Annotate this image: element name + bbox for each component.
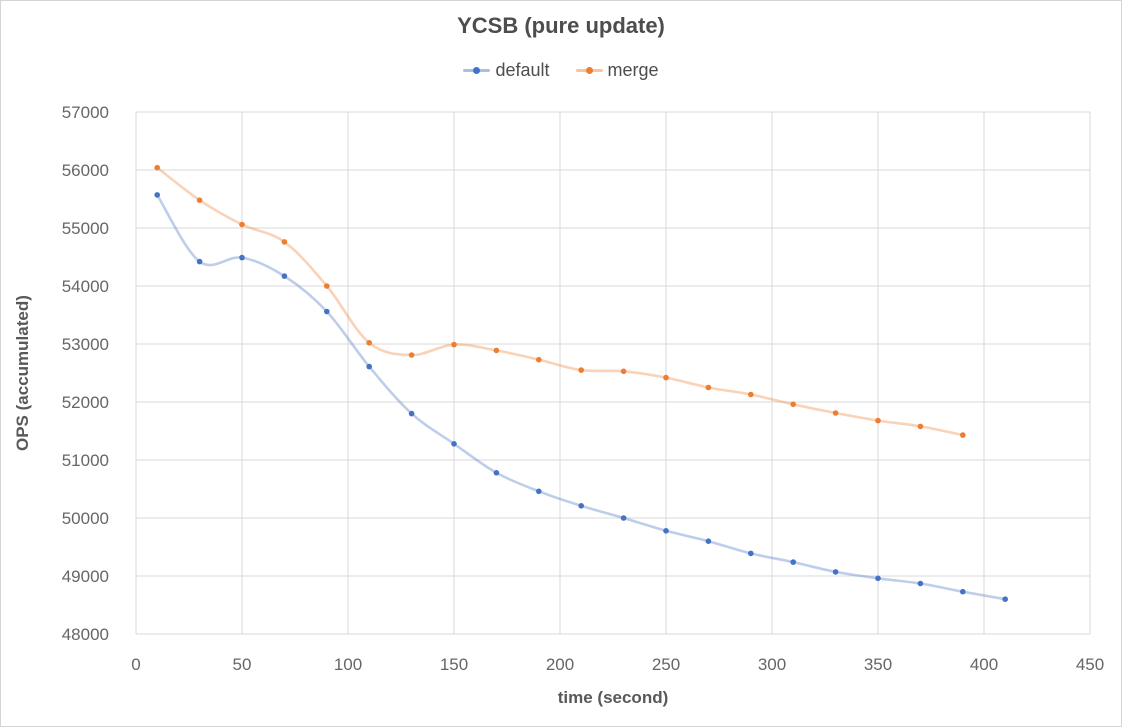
series-default-marker — [875, 575, 881, 582]
x-tick-label: 250 — [652, 655, 680, 674]
legend-dot-icon — [585, 67, 593, 74]
legend-item-merge: merge — [575, 60, 659, 81]
series-merge-marker — [748, 391, 754, 398]
x-tick-label: 350 — [864, 655, 892, 674]
series-merge-marker — [366, 340, 373, 346]
y-tick-label: 53000 — [62, 335, 109, 354]
series-merge-marker — [154, 164, 160, 171]
series-merge-marker — [408, 352, 415, 358]
series-default-marker — [239, 254, 245, 261]
y-tick-label: 54000 — [62, 277, 109, 296]
y-tick-label: 49000 — [62, 567, 109, 586]
series-default-marker — [1002, 596, 1008, 602]
x-tick-label: 150 — [440, 655, 468, 674]
series-merge-marker — [832, 410, 839, 416]
series-merge-marker — [790, 401, 796, 408]
legend-label: default — [495, 60, 550, 80]
x-tick-label: 450 — [1076, 655, 1104, 674]
x-tick-label: 0 — [131, 655, 140, 674]
series-default-marker — [705, 538, 712, 544]
series-default-marker — [408, 410, 415, 417]
y-tick-label: 50000 — [62, 509, 109, 528]
x-axis-title: time (second) — [557, 688, 669, 707]
series-default-marker — [832, 569, 839, 575]
legend-series-marker-icon — [463, 67, 491, 74]
series-default-marker — [451, 441, 457, 447]
series-default-marker — [196, 258, 203, 265]
y-tick-label: 55000 — [62, 219, 109, 238]
x-tick-label: 300 — [758, 655, 786, 674]
series-default-marker — [917, 580, 924, 587]
series-default-marker — [281, 273, 288, 279]
series-default-marker — [748, 550, 754, 557]
series-merge-marker — [196, 197, 203, 203]
series-merge-line — [155, 166, 965, 437]
series-default-marker — [366, 363, 373, 370]
series-default-marker — [790, 559, 796, 565]
y-tick-label: 52000 — [62, 393, 109, 412]
chart-legend: default merge — [1, 60, 1121, 81]
series-merge-marker — [451, 341, 457, 348]
series-default-marker — [578, 503, 584, 509]
series-merge-marker — [663, 374, 669, 381]
y-tick-label: 57000 — [62, 103, 109, 122]
series-default-marker — [493, 470, 500, 476]
y-tick-label: 56000 — [62, 161, 109, 180]
legend-dot-icon — [473, 67, 481, 74]
y-tick-label: 51000 — [62, 451, 109, 470]
series-merge-marker — [578, 367, 584, 373]
series-merge-marker — [620, 368, 627, 375]
legend-series-marker-icon — [575, 67, 603, 74]
y-tick-label: 48000 — [62, 625, 109, 644]
series-default-marker — [620, 515, 627, 521]
series-merge-marker — [281, 239, 288, 245]
legend-item-default: default — [463, 60, 550, 81]
series-merge-marker — [536, 356, 542, 363]
x-tick-label: 50 — [233, 655, 252, 674]
series-default-marker — [536, 488, 542, 495]
series-default-marker — [663, 528, 669, 534]
x-tick-label: 100 — [334, 655, 362, 674]
series-merge-marker — [875, 417, 881, 424]
series-default-marker — [960, 588, 966, 595]
series-merge-marker — [917, 423, 924, 430]
series-merge-marker — [324, 283, 330, 289]
legend-label: merge — [607, 60, 659, 80]
series-merge-marker — [705, 384, 712, 391]
series-default-marker — [324, 308, 330, 315]
chart-title: YCSB (pure update) — [457, 13, 665, 38]
x-tick-label: 200 — [546, 655, 574, 674]
series-merge-marker — [960, 432, 966, 438]
x-tick-label: 400 — [970, 655, 998, 674]
series-default-marker — [154, 192, 160, 198]
series-merge-marker — [239, 221, 245, 228]
series-merge-marker — [493, 347, 500, 354]
